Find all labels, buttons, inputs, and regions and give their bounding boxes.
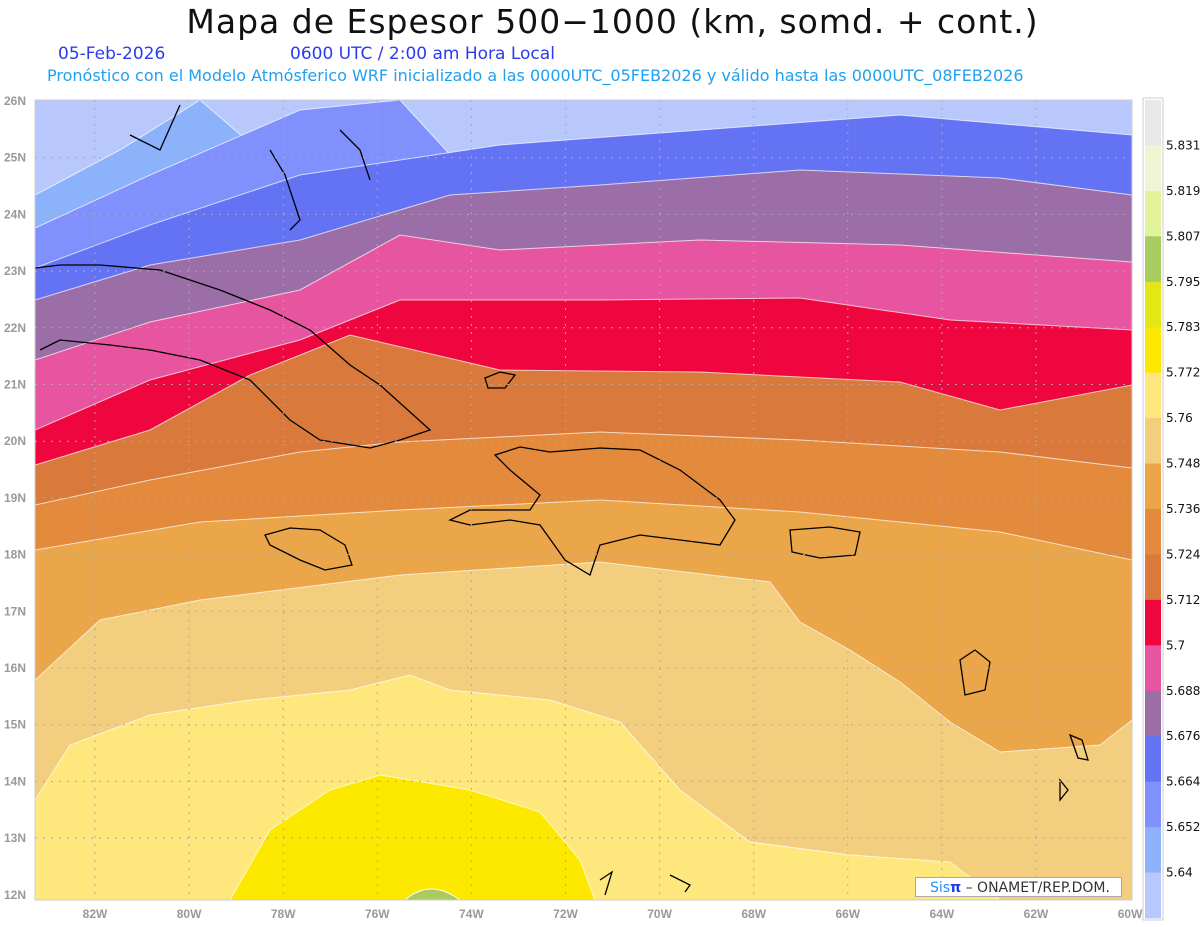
- colorbar-segment: [1145, 872, 1161, 919]
- colorbar-label: 5.688: [1166, 684, 1200, 698]
- lat-label: 15N: [4, 718, 26, 732]
- colorbar: 5.831 5.819 5.807 5.795 5.783 5.772 5.76 5.748 5…: [1142, 97, 1200, 921]
- colorbar-segment: [1145, 372, 1161, 419]
- colorbar-segment: [1145, 281, 1161, 328]
- lon-label: 64W: [930, 907, 955, 921]
- credit-text: – ONAMET/REP.DOM.: [961, 880, 1110, 896]
- lon-label: 82W: [83, 907, 108, 921]
- lon-label: 76W: [365, 907, 390, 921]
- colorbar-label: 5.676: [1166, 729, 1200, 743]
- credit-pi: π: [950, 880, 962, 896]
- coastline: [669, 874, 691, 893]
- colorbar-label: 5.664: [1166, 775, 1200, 789]
- colorbar-label: 5.64: [1166, 866, 1193, 880]
- colorbar-segment: [1145, 781, 1161, 828]
- forecast-description: Pronóstico con el Modelo Atmósferico WRF…: [47, 66, 1024, 85]
- lat-label: 12N: [4, 888, 26, 902]
- coastline: [789, 526, 861, 559]
- lon-label: 70W: [647, 907, 672, 921]
- colorbar-segment: [1145, 190, 1161, 237]
- lon-label: 78W: [271, 907, 296, 921]
- colorbar-label: 5.748: [1166, 457, 1200, 471]
- colorbar-segment: [1145, 418, 1161, 465]
- map-title: Mapa de Espesor 500−1000 (km, somd. + co…: [186, 2, 1039, 41]
- colorbar-label: 5.772: [1166, 366, 1200, 380]
- colorbar-label: 5.76: [1166, 411, 1193, 425]
- colorbar-label: 5.783: [1166, 320, 1200, 334]
- lat-label: 19N: [4, 491, 26, 505]
- coastline: [484, 371, 517, 389]
- colorbar-label: 5.736: [1166, 502, 1200, 516]
- lon-label: 60W: [1118, 907, 1143, 921]
- coastlines: [35, 104, 1089, 896]
- contour-band: [229, 774, 596, 900]
- lat-label: 26N: [4, 94, 26, 108]
- colorbar-segment: [1145, 599, 1161, 646]
- colorbar-segment: [1145, 100, 1161, 146]
- coastline: [1068, 733, 1089, 761]
- lat-label: 22N: [4, 321, 26, 335]
- colorbar-label: 5.795: [1166, 275, 1200, 289]
- colorbar-segment: [1145, 327, 1161, 374]
- lat-label: 25N: [4, 151, 26, 165]
- time-label: 0600 UTC / 2:00 am Hora Local: [290, 44, 555, 64]
- coastline: [339, 129, 371, 181]
- colorbar-segment: [1145, 236, 1161, 283]
- lon-label: 66W: [835, 907, 860, 921]
- colorbar-label: 5.819: [1166, 184, 1200, 198]
- contour-bands: [35, 100, 1132, 900]
- coastline: [269, 149, 301, 231]
- colorbar-label: 5.652: [1166, 820, 1200, 834]
- colorbar-segment: [1145, 827, 1161, 874]
- colorbar-frame: [1142, 97, 1164, 921]
- colorbar-label: 5.807: [1166, 229, 1200, 243]
- colorbar-segment: [1145, 690, 1161, 737]
- colorbar-segment: [1145, 645, 1161, 692]
- colorbar-segment: [1145, 145, 1161, 192]
- coastline: [264, 527, 353, 571]
- date-label: 05-Feb-2026: [58, 44, 166, 64]
- coastline: [35, 264, 432, 449]
- colorbar-label: 5.7: [1166, 638, 1185, 652]
- colorbar-segment: [1145, 554, 1161, 601]
- credit-box: Sisπ – ONAMET/REP.DOM.: [915, 877, 1122, 897]
- lat-label: 20N: [4, 434, 26, 448]
- lat-label: 16N: [4, 661, 26, 675]
- lon-label: 74W: [459, 907, 484, 921]
- lon-label: 62W: [1024, 907, 1049, 921]
- lon-label: 72W: [553, 907, 578, 921]
- coastline: [1059, 778, 1069, 802]
- colorbar-label: 5.724: [1166, 547, 1200, 561]
- lon-label: 80W: [177, 907, 202, 921]
- coastline: [129, 104, 181, 151]
- lat-label: 17N: [4, 604, 26, 618]
- lat-label: 18N: [4, 548, 26, 562]
- credit-brand: Sis: [930, 880, 951, 896]
- lat-label: 21N: [4, 378, 26, 392]
- colorbar-segment: [1145, 463, 1161, 510]
- map-frame: [34, 99, 1133, 901]
- colorbar-segment: [1145, 736, 1161, 783]
- grid-lines: [35, 100, 1132, 900]
- coastline: [448, 446, 736, 576]
- colorbar-label: 5.831: [1166, 138, 1200, 152]
- lat-label: 24N: [4, 207, 26, 221]
- colorbar-segment: [1145, 509, 1161, 555]
- lat-label: 14N: [4, 774, 26, 788]
- coastline: [599, 870, 614, 896]
- lat-label: 13N: [4, 831, 26, 845]
- colorbar-label: 5.712: [1166, 593, 1200, 607]
- lat-label: 23N: [4, 264, 26, 278]
- coastline: [959, 649, 991, 696]
- lon-label: 68W: [741, 907, 766, 921]
